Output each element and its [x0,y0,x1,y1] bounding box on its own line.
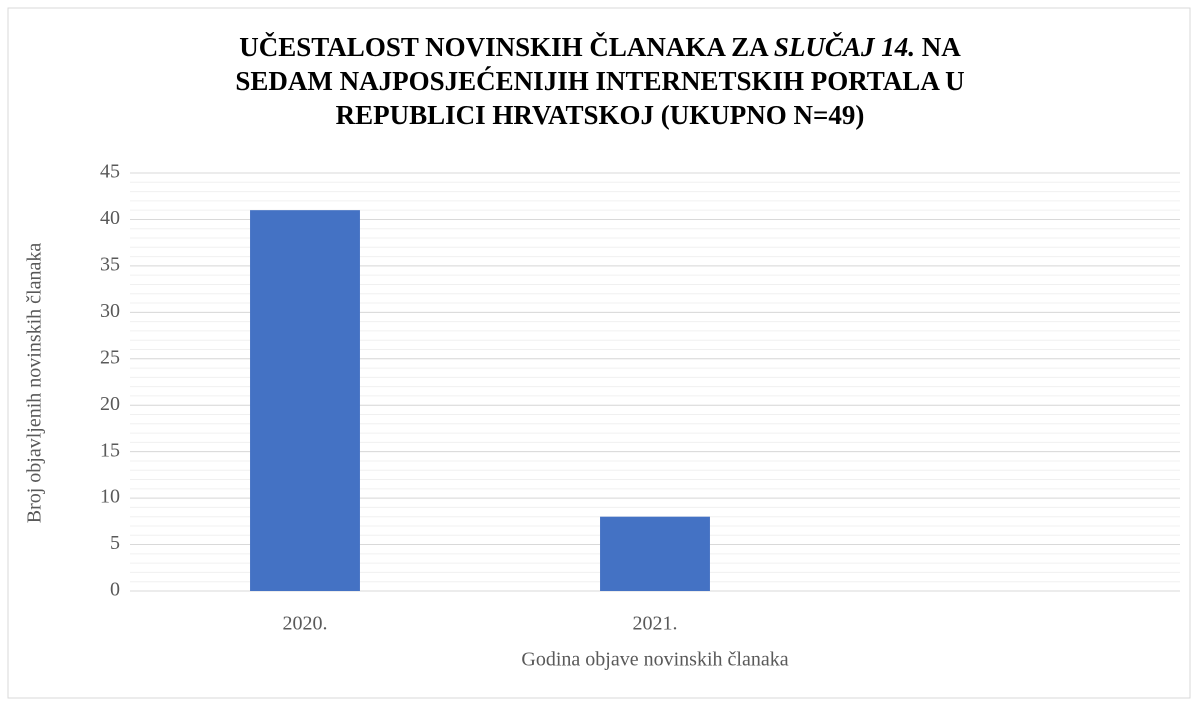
bar [600,516,710,591]
y-tick-label: 5 [110,532,120,554]
title-part: NA [922,32,961,62]
y-tick-label: 0 [110,579,120,601]
x-tick-label: 2020. [283,613,328,635]
title-part: SLUČAJ 14. [774,32,915,62]
y-tick-label: 10 [100,486,120,508]
x-axis-label: Godina objave novinskih članaka [521,649,788,671]
bar [250,210,360,591]
y-tick-label: 25 [100,346,120,368]
chart-title: UČESTALOST NOVINSKIH ČLANAKA ZA SLUČAJ 1… [239,32,961,62]
title-part: UČESTALOST NOVINSKIH ČLANAKA ZA [239,32,769,62]
y-tick-label: 20 [100,393,120,415]
chart-title: REPUBLICI HRVATSKOJ (UKUPNO N=49) [336,100,865,130]
chart-frame [7,7,1191,699]
y-tick-label: 45 [100,161,120,183]
y-tick-label: 30 [100,300,120,322]
x-tick-label: 2021. [633,613,678,635]
y-tick-label: 40 [100,207,120,229]
y-tick-label: 35 [100,253,120,275]
y-axis-label: Broj objavljenih novinskih članaka [24,243,46,524]
chart-title: SEDAM NAJPOSJEĆENIJIH INTERNETSKIH PORTA… [235,66,964,96]
y-tick-label: 15 [100,439,120,461]
